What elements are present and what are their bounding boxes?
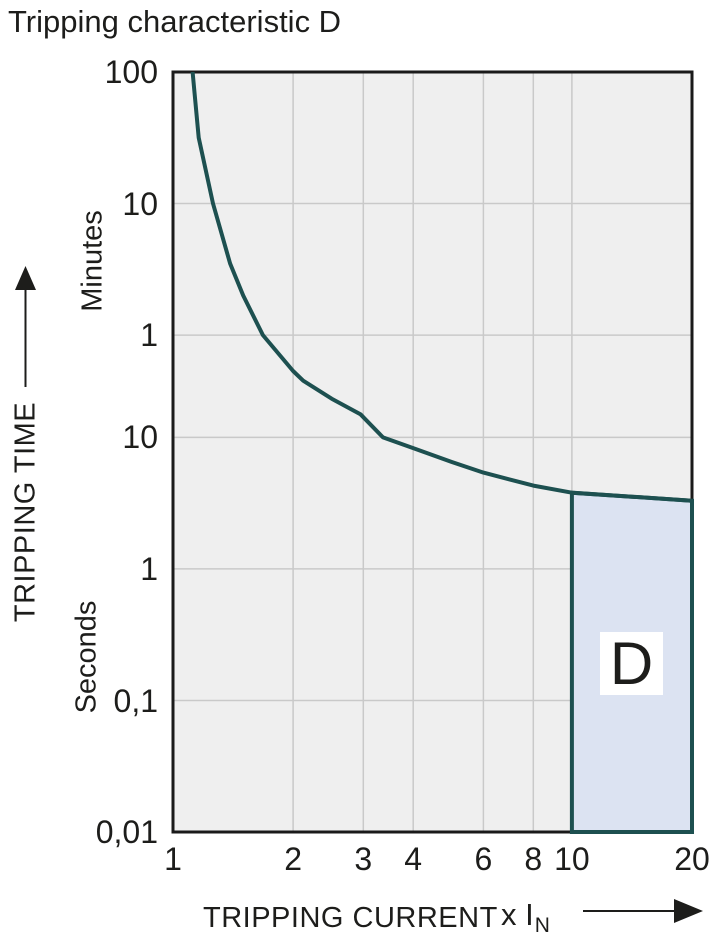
y-tick-label: 10 xyxy=(122,419,158,456)
x-axis-unit-subscript: N xyxy=(534,914,550,937)
tripping-curve xyxy=(190,71,693,503)
gridlines xyxy=(173,72,692,832)
y-axis-title: TRIPPING TIME xyxy=(9,401,42,623)
region-d-label: D xyxy=(609,630,654,697)
x-tick-label: 20 xyxy=(674,841,710,877)
x-tick-label: 2 xyxy=(284,841,302,877)
y-tick-label: 100 xyxy=(104,54,158,90)
y-axis-unit-seconds: Seconds xyxy=(70,600,103,714)
y-tick-label: 0,1 xyxy=(113,682,158,719)
region-d-label-box: D xyxy=(600,630,663,697)
x-axis-title: TRIPPING CURRENT xyxy=(203,902,498,934)
x-tick-label: 8 xyxy=(524,841,543,877)
x-tick-label: 6 xyxy=(474,841,493,877)
x-axis-unit-label: x IN xyxy=(501,897,550,936)
y-axis-arrow-icon xyxy=(15,266,36,387)
y-tick-label: 0,01 xyxy=(95,814,158,850)
x-tick-label: 1 xyxy=(164,841,182,877)
plot-border xyxy=(171,70,694,834)
x-axis-arrow-icon xyxy=(583,899,703,923)
x-tick-label: 3 xyxy=(354,841,373,877)
y-axis-unit-minutes: Minutes xyxy=(76,210,109,312)
y-tick-label: 1 xyxy=(140,550,158,587)
page-title: Tripping characteristic D xyxy=(8,4,342,39)
y-tick-label: 10 xyxy=(122,185,158,222)
x-axis-unit-prefix: x I xyxy=(501,897,534,932)
y-tick-label: 1 xyxy=(140,317,158,354)
x-tick-label: 10 xyxy=(554,841,590,877)
x-tick-label: 4 xyxy=(404,841,423,877)
